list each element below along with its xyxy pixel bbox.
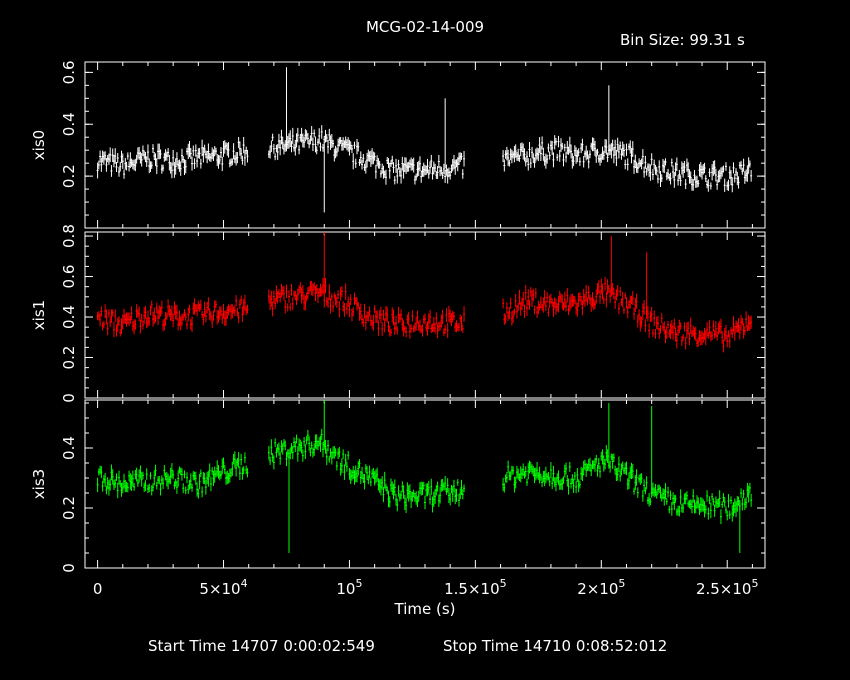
x-tick-label: 0 [93,580,103,598]
x-tick-label: 5×104 [199,577,247,598]
y-tick-label: 0.2 [60,496,78,520]
x-axis-label: Time (s) [394,600,456,618]
data-series [96,136,249,179]
y-tick-label: 0 [60,563,78,573]
data-series [96,294,249,338]
y-axis-label: xis0 [30,130,48,160]
data-series [267,125,466,185]
data-series [267,277,466,339]
y-tick-label: 0.4 [60,112,78,136]
y-axis-label: xis3 [30,469,48,499]
panels: 0.2 0.4 0.6 xis0 0 0.2 0.4 0.6 0.8 xis1 0 0.2 0.4 xis… [30,60,766,573]
y-tick-label: 0 [60,393,78,403]
data-series [267,428,466,513]
y-tick-label: 0.6 [60,265,78,289]
x-tick-labels: 0 5×104 105 1.5×105 2×105 2.5×105 [93,577,759,598]
panel-xis0: 0.2 0.4 0.6 xis0 [30,60,766,229]
data-series [502,445,753,525]
panel-frame [84,399,766,569]
y-axis-label: xis1 [30,300,48,330]
panel-xis3: 0 0.2 0.4 xis3 [30,399,766,573]
y-tick-label: 0.2 [60,164,78,188]
chart-title: MCG-02-14-009 [366,18,484,36]
data-series [96,451,249,499]
y-tick-label: 0.8 [60,224,78,248]
panel-frame [84,61,766,229]
x-tick-label: 2×105 [577,577,625,598]
x-tick-label: 2.5×105 [696,577,759,598]
y-tick-label: 0.4 [60,305,78,329]
bin-size-label: Bin Size: 99.31 s [620,31,745,49]
y-tick-label: 0.4 [60,436,78,460]
y-tick-label: 0.2 [60,346,78,370]
x-tick-label: 105 [336,577,362,598]
panel-xis1: 0 0.2 0.4 0.6 0.8 xis1 [30,224,766,403]
x-tick-label: 1.5×105 [444,577,507,598]
data-series [502,135,753,193]
start-time-label: Start Time 14707 0:00:02:549 [148,637,375,655]
stop-time-label: Stop Time 14710 0:08:52:012 [443,637,667,655]
data-series [502,276,753,353]
y-tick-label: 0.6 [60,60,78,84]
